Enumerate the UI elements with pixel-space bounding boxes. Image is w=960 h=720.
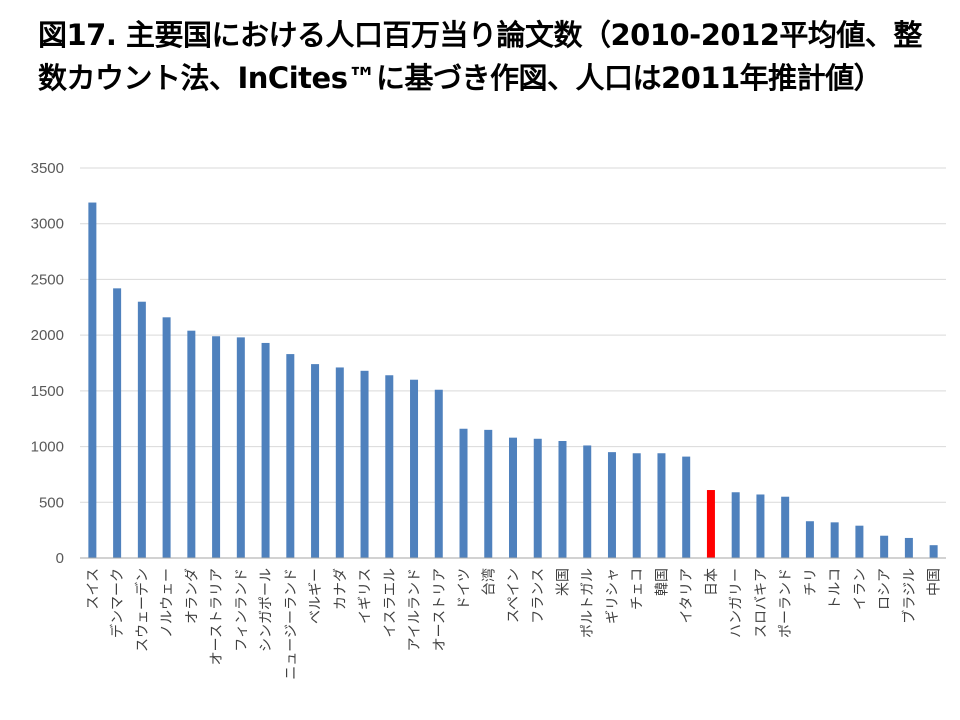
chart-title: 図17. 主要国における人口百万当り論文数（2010-2012平均値、整数カウン… [38, 18, 922, 95]
x-tick-label: カナダ [333, 568, 349, 610]
x-tick-label: イギリス [358, 568, 374, 624]
x-tick-label: イスラエル [382, 568, 398, 638]
x-tick-label: ギリシャ [605, 568, 621, 624]
y-tick-label: 1000 [31, 439, 64, 456]
bar [459, 428, 468, 558]
y-tick-label: 2500 [31, 271, 64, 288]
x-tick-label: 米国 [555, 568, 571, 596]
x-tick-label: ポーランド [778, 568, 794, 638]
bar [632, 453, 641, 558]
x-tick-label: チリ [803, 568, 819, 596]
y-tick-label: 3500 [31, 160, 64, 177]
bar [509, 437, 517, 558]
bar [261, 342, 270, 558]
y-axis-tick-labels: 0 500 1000 1500 2000 2500 3000 3500 [31, 160, 64, 567]
bar [682, 456, 691, 558]
x-tick-label: イラン [852, 568, 868, 610]
bar [360, 370, 369, 558]
bar [756, 494, 765, 558]
x-tick-label: シンガポール [259, 568, 275, 652]
x-tick-label: トルコ [828, 568, 844, 610]
gridlines [80, 167, 946, 503]
bar [929, 545, 938, 558]
bar [434, 389, 443, 558]
x-tick-label: 韓国 [654, 568, 670, 596]
x-tick-label: デンマーク [109, 568, 126, 638]
x-tick-label: 台湾 [480, 568, 497, 596]
x-tick-label: スウェーデン [134, 568, 151, 652]
bar [113, 288, 122, 558]
x-tick-label: 中国 [927, 568, 943, 596]
x-tick-label: オーストリア [432, 568, 448, 651]
bar [558, 441, 567, 558]
bar [657, 453, 666, 558]
bar [212, 336, 221, 558]
bar [731, 492, 740, 558]
bar [781, 496, 790, 558]
bar [162, 317, 171, 558]
x-tick-label: ドイツ [457, 568, 473, 610]
x-tick-label: イタリア [679, 568, 695, 623]
x-tick-label: ベルギー [308, 568, 324, 624]
bar [880, 535, 889, 558]
bar [855, 525, 864, 558]
x-tick-label: オーストラリア [209, 568, 225, 665]
x-tick-label: スペイン [506, 568, 522, 623]
y-tick-label: 3000 [31, 216, 64, 233]
bar [904, 537, 913, 558]
x-tick-label: ノルウェー [160, 568, 176, 638]
bar [137, 301, 146, 558]
bar [484, 429, 493, 558]
bar [533, 438, 542, 558]
x-tick-label: フランス [531, 568, 547, 624]
x-tick-label: ハンガリー [729, 568, 745, 638]
x-tick-label: アイルランド [407, 568, 423, 651]
bar [286, 354, 295, 558]
x-tick-label: ニュージーランド [283, 568, 299, 680]
bar [88, 202, 97, 559]
bar [805, 521, 814, 558]
bar [830, 522, 839, 558]
bar [311, 364, 320, 558]
y-tick-label: 2000 [31, 327, 64, 344]
y-tick-label: 500 [39, 494, 64, 511]
bar [335, 367, 344, 558]
bar [385, 375, 394, 558]
x-tick-label: ロシア [877, 568, 893, 610]
bar [706, 490, 715, 558]
x-tick-label: チェコ [630, 568, 646, 610]
y-tick-label: 1500 [31, 383, 64, 400]
x-tick-label: ポルトガル [580, 568, 596, 638]
bar [583, 445, 592, 558]
bar [607, 452, 616, 558]
bars [88, 202, 938, 559]
x-tick-label: オランダ [184, 568, 200, 624]
bar [187, 330, 196, 558]
y-tick-label: 0 [56, 550, 64, 567]
bar [410, 379, 419, 558]
x-tick-label: スイス [85, 568, 101, 610]
x-tick-label: ブラジル [901, 568, 918, 624]
x-tick-label: フィンランド [234, 568, 250, 652]
x-axis-tick-labels: スイス デンマーク スウェーデン ノルウェー オランダ オーストラリア フィンランド シンガポ… [85, 568, 942, 680]
x-tick-label: 日本 [704, 568, 720, 596]
bar [236, 337, 245, 558]
x-tick-label: スロバキア [753, 568, 769, 638]
